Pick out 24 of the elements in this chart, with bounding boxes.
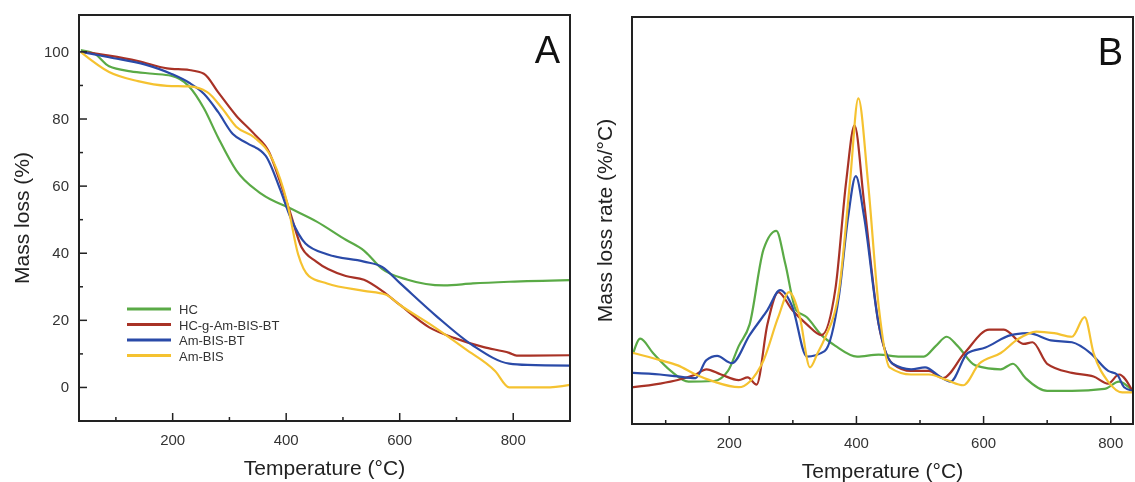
x-tick-label: 600 bbox=[387, 431, 413, 448]
legend-label: Am-BIS bbox=[179, 348, 225, 364]
chart-title: A bbox=[534, 29, 561, 71]
x-axis-title: Temperature (°C) bbox=[243, 456, 406, 479]
x-tick-label: 600 bbox=[971, 434, 997, 451]
x-tick-label: 200 bbox=[716, 434, 742, 451]
y-tick-label: 0 bbox=[60, 378, 69, 396]
legend-label: HC bbox=[179, 302, 198, 317]
legend-label: HC-g-Am-BIS-BT bbox=[179, 317, 280, 333]
y-tick-label: 100 bbox=[43, 42, 69, 60]
x-axis-title: Temperature (°C) bbox=[801, 459, 964, 482]
y-axis-title: Mass loss (%) bbox=[10, 152, 33, 284]
y-tick-label: 20 bbox=[52, 311, 69, 329]
y-axis-title: Mass loss rate (%/°C) bbox=[593, 118, 616, 323]
y-tick-label: 60 bbox=[52, 177, 69, 195]
x-tick-label: 400 bbox=[843, 434, 869, 451]
x-tick-label: 200 bbox=[160, 431, 186, 448]
x-tick-label: 800 bbox=[1098, 434, 1124, 451]
chart-title: B bbox=[1097, 31, 1123, 73]
x-tick-label: 800 bbox=[500, 431, 526, 448]
y-tick-label: 40 bbox=[52, 244, 69, 262]
x-tick-label: 400 bbox=[273, 431, 299, 448]
y-tick-label: 80 bbox=[52, 110, 69, 128]
legend-label: Am-BIS-BT bbox=[179, 333, 245, 348]
